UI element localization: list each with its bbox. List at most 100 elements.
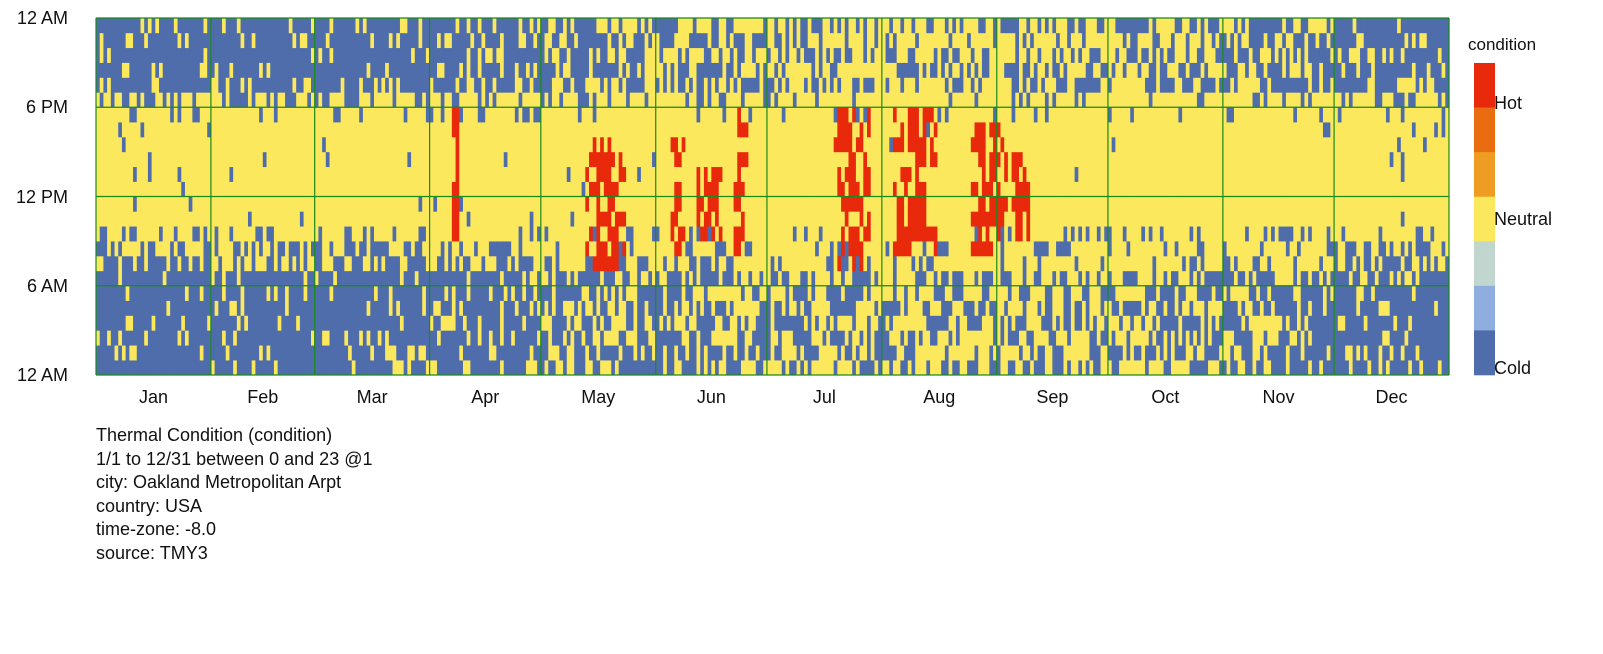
heatmap-cell-cold (1030, 77, 1035, 93)
heatmap-cell-cold (1437, 270, 1443, 361)
heatmap-cell-cold (1067, 18, 1072, 49)
heatmap-cell-neutral (529, 300, 535, 316)
heatmap-cell-neutral (133, 122, 138, 168)
heatmap-cell-cold (1315, 47, 1320, 93)
heatmap-cell-cold (1200, 241, 1205, 272)
heatmap-cell-neutral (385, 92, 390, 242)
heatmap-cell-neutral (989, 285, 994, 301)
heatmap-cell-cold (1423, 18, 1428, 34)
heatmap-cell-cold (718, 300, 724, 316)
heatmap-cell-cold (518, 47, 523, 78)
heatmap-cell-cold (155, 32, 160, 78)
heatmap-cell-cold (262, 18, 268, 93)
heatmap-cell-neutral (1297, 18, 1302, 34)
heatmap-cell-neutral (677, 18, 683, 49)
heatmap-cell-cold (181, 18, 186, 93)
heatmap-cell-cold (1259, 18, 1265, 49)
heatmap-cell-cold (711, 62, 716, 78)
heatmap-cell-cold (488, 270, 494, 287)
heatmap-cell-cold (1033, 241, 1039, 257)
heatmap-cell-cold (889, 137, 894, 153)
heatmap-cell-neutral (989, 226, 994, 242)
heatmap-cell-cold (993, 18, 998, 49)
heatmap-cell-neutral (240, 77, 245, 93)
heatmap-cell-cold (133, 196, 138, 212)
heatmap-cell-neutral (492, 18, 497, 34)
heatmap-cell-neutral (1222, 18, 1228, 34)
heatmap-cell-neutral (1304, 315, 1309, 331)
heatmap-cell-cold (993, 300, 998, 346)
heatmap-cell-cold (411, 62, 416, 93)
heatmap-cell-cold (1122, 62, 1128, 78)
heatmap-cell-cold (926, 256, 931, 272)
heatmap-cell-hot (922, 107, 927, 168)
heatmap-cell-cold (1126, 300, 1131, 316)
heatmap-cell-neutral (96, 92, 101, 242)
heatmap-cell-cold (1341, 77, 1346, 108)
heatmap-cell-neutral (655, 92, 661, 227)
heatmap-cell-cold (652, 285, 657, 331)
heatmap-cell-neutral (259, 345, 264, 361)
heatmap-cell-cold (833, 360, 838, 376)
heatmap-cell-cold (1189, 360, 1194, 376)
heatmap-cell-cold (181, 241, 186, 316)
heatmap-cell-neutral (681, 241, 686, 346)
heatmap-cell-neutral (1234, 345, 1239, 361)
heatmap-cell-cold (440, 77, 446, 123)
heatmap-cell-cold (133, 270, 138, 346)
heatmap-cell-neutral (429, 77, 434, 108)
heatmap-cell-cold (107, 256, 112, 331)
heatmap-cell-neutral (1252, 315, 1257, 376)
heatmap-cell-cold (1300, 18, 1306, 108)
heatmap-cell-cold (403, 107, 408, 123)
heatmap-cell-neutral (1041, 92, 1046, 242)
heatmap-cell-cold (1056, 241, 1061, 257)
heatmap-cell-neutral (1282, 18, 1287, 34)
heatmap-cell-cold (311, 62, 316, 93)
heatmap-cell-hot (1026, 181, 1031, 242)
heatmap-cell-neutral (374, 77, 379, 242)
heatmap-cell-neutral (1230, 77, 1235, 108)
heatmap-cell-cold (622, 256, 627, 301)
heatmap-cell-neutral (752, 300, 757, 331)
heatmap-cell-cold (852, 270, 857, 331)
heatmap-cell-cold (244, 18, 249, 108)
heatmap-cell-neutral (488, 285, 494, 301)
heatmap-cell-cold (1382, 18, 1387, 49)
heatmap-cell-cold (626, 47, 631, 63)
heatmap-cell-cold (993, 360, 998, 376)
heatmap-cell-cold (199, 300, 205, 346)
heatmap-cell-neutral (1345, 92, 1350, 242)
heatmap-cell-neutral (1267, 47, 1272, 63)
heatmap-cell-cold (529, 211, 535, 242)
heatmap-cell-neutral (385, 62, 390, 78)
heatmap-cell-cold (1378, 315, 1383, 346)
heatmap-cell-cold (437, 47, 442, 63)
heatmap-cell-cold (411, 18, 416, 49)
heatmap-cell-neutral (1400, 226, 1406, 242)
heatmap-cell-cold (196, 18, 201, 93)
heatmap-cell-neutral (715, 285, 720, 301)
meta-source: source: TMY3 (96, 542, 208, 563)
heatmap-cell-neutral (462, 92, 468, 257)
heatmap-cell-neutral (592, 77, 598, 93)
heatmap-cell-neutral (1196, 256, 1202, 272)
heatmap-cell-neutral (892, 62, 898, 108)
heatmap-cell-cold (644, 256, 649, 272)
heatmap-cell-hot (833, 137, 838, 153)
heatmap-cell-cold (596, 270, 601, 287)
heatmap-cell-neutral (585, 211, 590, 242)
heatmap-cell-cold (285, 18, 290, 108)
heatmap-cell-cold (967, 62, 972, 78)
heatmap-cell-neutral (133, 181, 138, 197)
heatmap-cell-neutral (518, 107, 523, 227)
heatmap-cell-neutral (685, 18, 690, 49)
heatmap-cell-cold (118, 285, 123, 331)
heatmap-cell-neutral (1200, 270, 1205, 287)
heatmap-cell-neutral (863, 62, 868, 78)
heatmap-cell-cold (544, 285, 549, 301)
heatmap-cell-hot (892, 241, 898, 257)
heatmap-cell-cold (1044, 18, 1050, 34)
heatmap-cell-cold (804, 18, 809, 63)
heatmap-cell-cold (537, 32, 542, 93)
